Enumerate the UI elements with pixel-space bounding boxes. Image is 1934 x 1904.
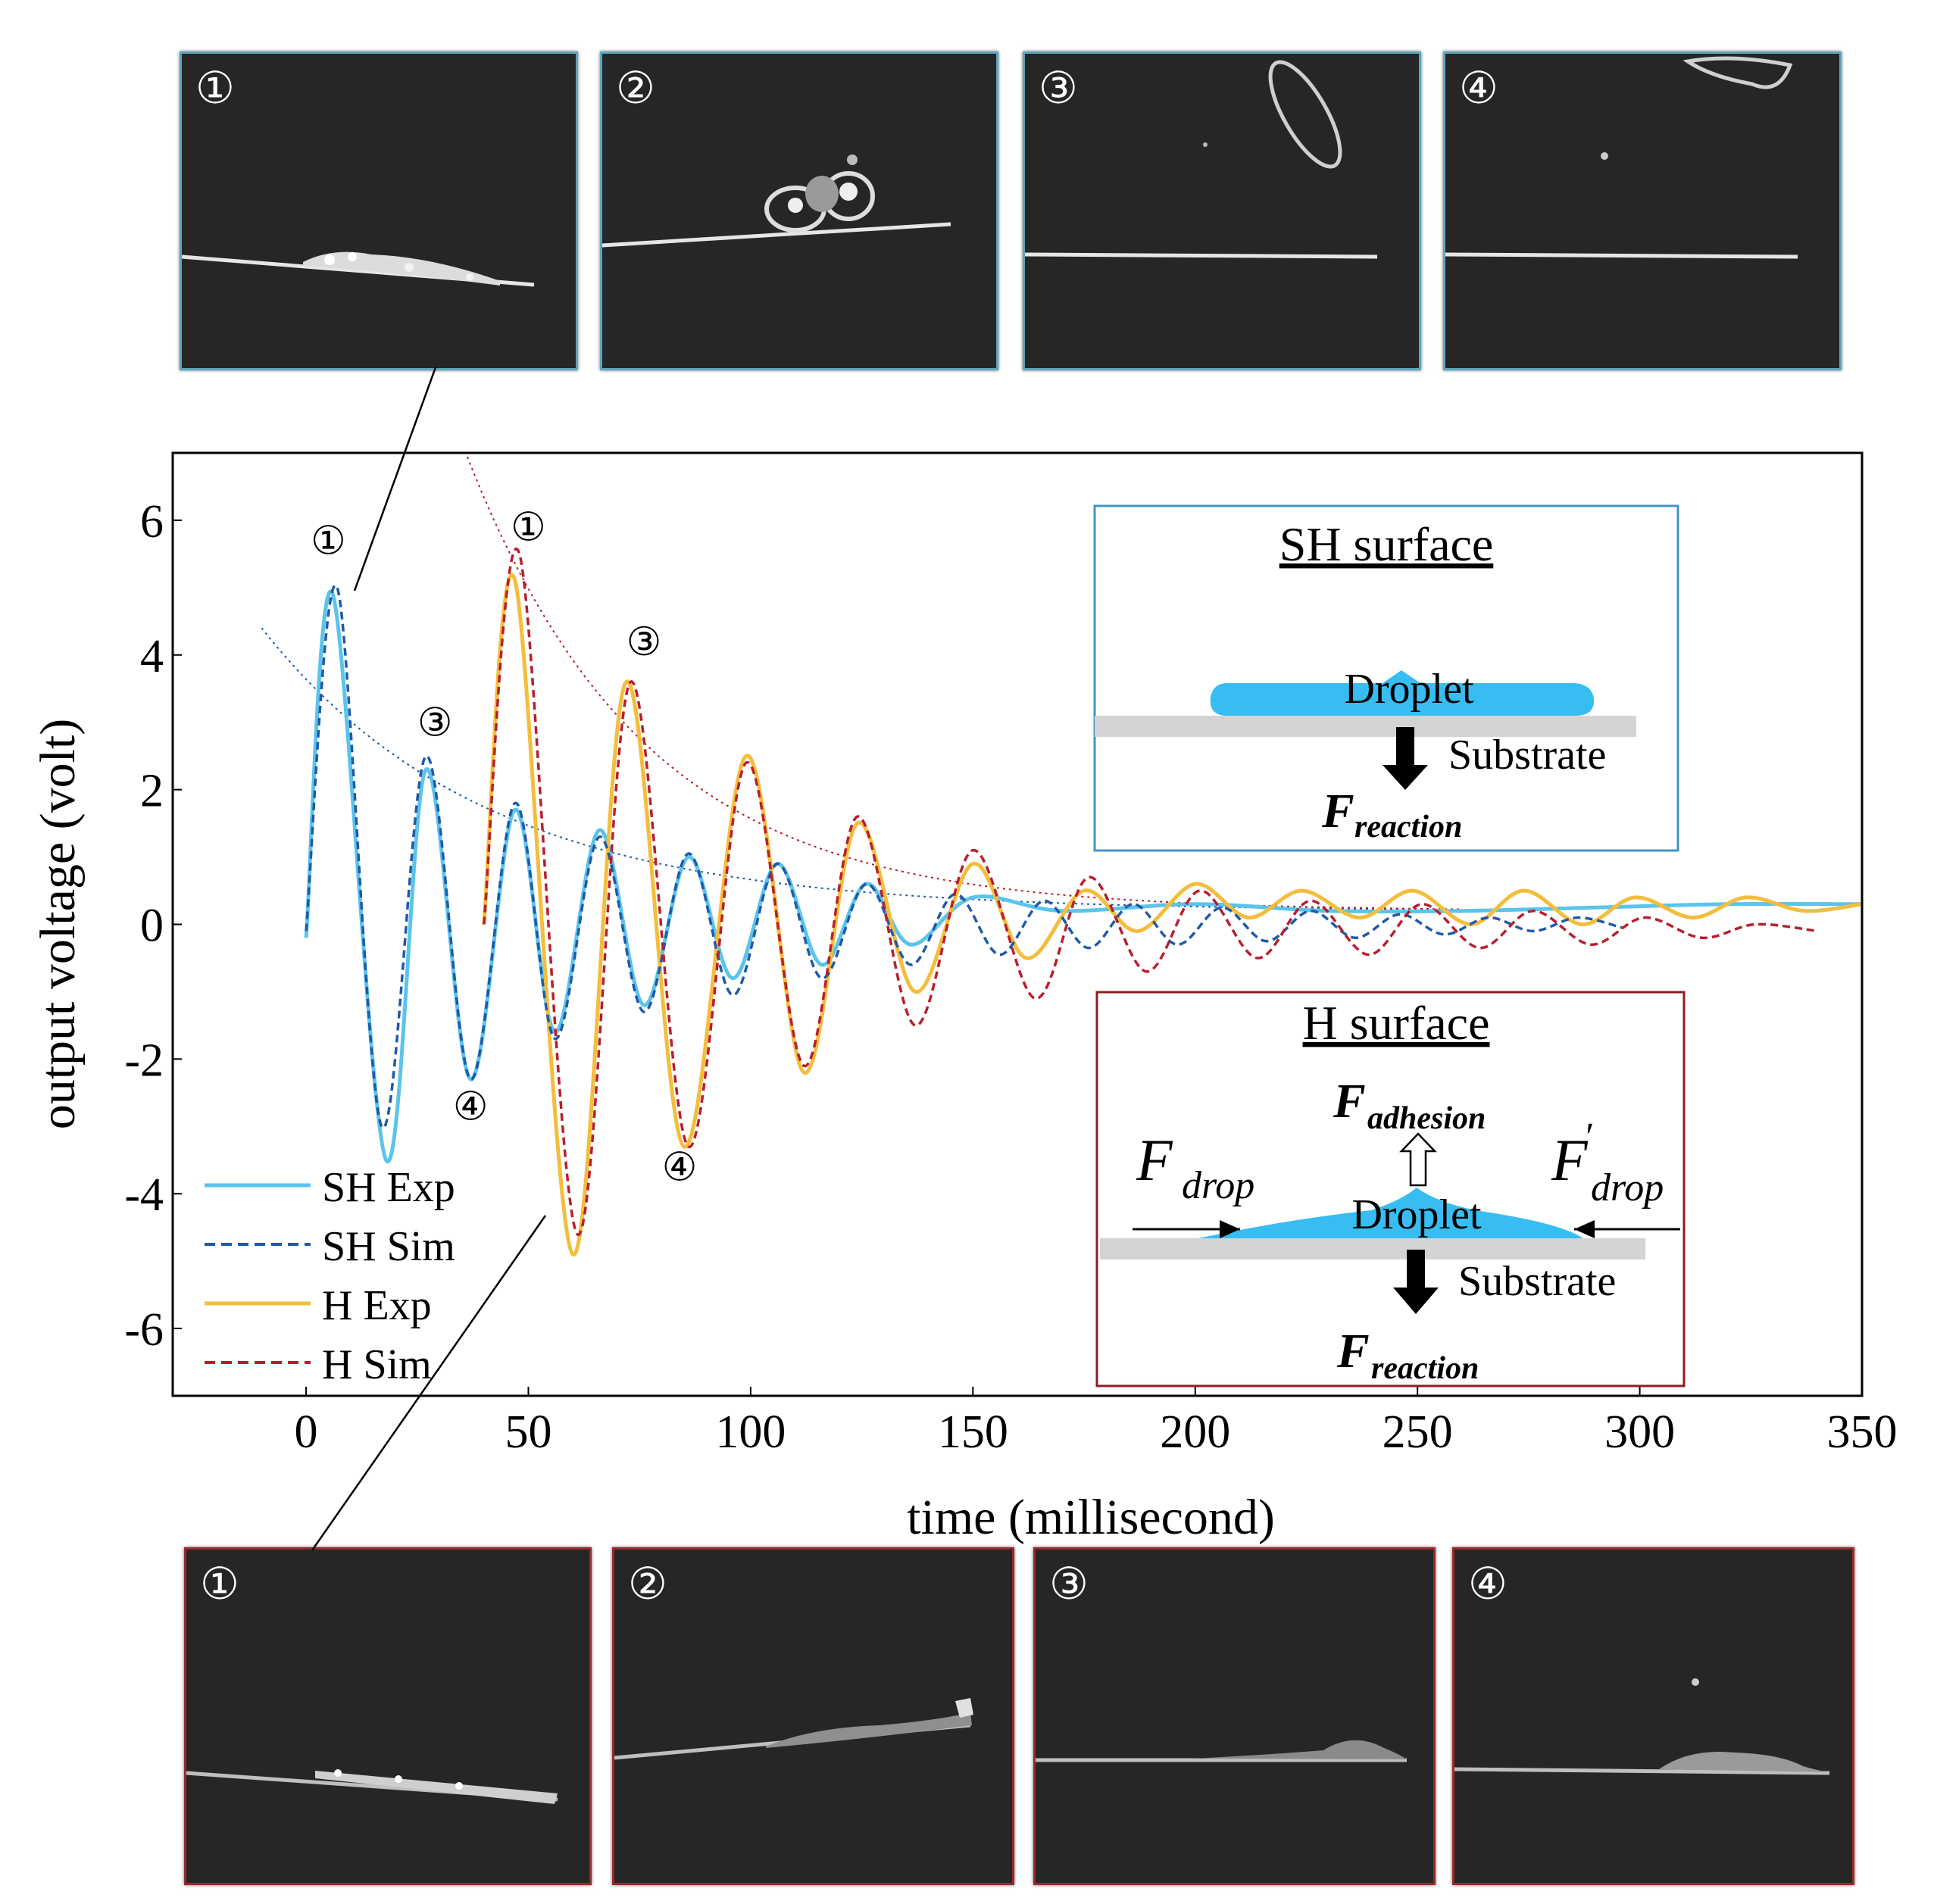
y-tick-label-0: 0 (140, 900, 164, 952)
x-tick-label-150: 150 (938, 1406, 1008, 1458)
sh-substrate-label: Substrate (1448, 732, 1606, 779)
y-tick-label--6: -6 (124, 1304, 164, 1356)
h-inset-title: H surface (1303, 996, 1490, 1050)
peak-annotation-0: ① (311, 518, 346, 563)
sh-frame-2: ② (600, 52, 998, 370)
h-frame-2-image (614, 1698, 973, 1760)
series-line-sh-sim (305, 584, 1623, 1129)
h-adhesion-subscript: adhesion (1367, 1101, 1486, 1136)
sh-reaction-arrow-icon (1383, 727, 1428, 790)
sh-frame-4-image (1445, 56, 1798, 259)
h-substrate-label: Substrate (1458, 1258, 1616, 1305)
y-tick-label--4: -4 (124, 1169, 164, 1221)
tick-layer: 0 50 100 150 200 250 300 350 6 4 2 0 -2 -4 -6 (124, 496, 1897, 1458)
h-drop-right-subscript: drop (1591, 1166, 1664, 1210)
h-drop-right-prime: ′ (1583, 1116, 1593, 1159)
sh-droplet-label: Droplet (1344, 666, 1474, 713)
h-frame-2: ② (612, 1547, 1014, 1885)
sh-frame-2-image (602, 155, 951, 248)
h-frame-4-label: ④ (1468, 1558, 1508, 1609)
h-frame-4: ④ (1452, 1547, 1854, 1885)
sh-surface-inset: SH surface Droplet Substrate F reaction (1093, 504, 1679, 852)
sh-frame-1-image (182, 251, 535, 287)
x-tick-label-100: 100 (715, 1406, 786, 1458)
h-frame-1-label: ① (200, 1558, 239, 1609)
peak-annotation-5: ④ (662, 1144, 698, 1190)
sh-droplet-shape (1210, 670, 1595, 716)
h-frame-3-image (1036, 1740, 1407, 1762)
legend: SH Exp SH Sim H Exp H Sim (205, 1164, 455, 1388)
y-tick-label-2: 2 (140, 766, 164, 817)
annotation-layer: ① ③ ④ ① ③ ④ (311, 505, 697, 1191)
envelope-layer (261, 453, 1462, 910)
legend-label-sh-sim: SH Sim (322, 1223, 455, 1270)
y-axis-label: output voltage (volt) (30, 719, 86, 1130)
h-drop-left-symbol: F (1136, 1127, 1173, 1193)
sh-force-subscript: reaction (1354, 810, 1462, 844)
sh-frame-4: ④ (1443, 52, 1842, 370)
connector-line-top (353, 367, 437, 591)
legend-label-sh-exp: SH Exp (322, 1164, 455, 1211)
sh-substrate (1095, 716, 1636, 737)
h-frame-4-image (1454, 1678, 1830, 1775)
sh-frame-1-label: ① (195, 62, 235, 114)
sh-frame-1: ① (180, 52, 578, 370)
peak-annotation-4: ③ (626, 620, 662, 665)
sh-frame-4-label: ④ (1459, 62, 1498, 114)
h-frame-3-label: ③ (1049, 1558, 1089, 1609)
h-droplet-shape (1198, 1188, 1583, 1238)
sh-frame-2-label: ② (616, 62, 655, 114)
h-drop-right-symbol: F (1551, 1127, 1589, 1193)
h-surface-inset: H surface F adhesion F drop F ′ drop Dro… (1095, 991, 1686, 1387)
h-reaction-arrow-icon (1393, 1250, 1439, 1314)
x-tick-label-350: 350 (1827, 1406, 1898, 1458)
y-tick-label-6: 6 (140, 496, 164, 548)
legend-label-h-exp: H Exp (322, 1282, 432, 1329)
peak-annotation-1: ③ (417, 701, 453, 746)
h-frame-1: ① (184, 1547, 592, 1885)
sh-frame-3-label: ③ (1039, 62, 1078, 114)
h-frame-3: ③ (1033, 1547, 1436, 1885)
envelope-1 (464, 453, 1462, 910)
h-droplet-label: Droplet (1351, 1191, 1482, 1238)
y-tick-label-4: 4 (140, 631, 164, 682)
x-tick-label-200: 200 (1160, 1406, 1230, 1458)
h-frame-1-image (186, 1769, 558, 1804)
h-drop-left-subscript: drop (1182, 1164, 1254, 1207)
h-reaction-subscript: reaction (1371, 1351, 1479, 1386)
h-frame-2-label: ② (628, 1558, 667, 1609)
sh-inset-title: SH surface (1279, 517, 1494, 571)
series-line-h-exp (482, 573, 1862, 1256)
h-adhesion-symbol: F (1333, 1074, 1366, 1128)
connector-line-bottom (311, 1215, 547, 1551)
series-layer (304, 548, 1862, 1256)
x-tick-label-50: 50 (505, 1406, 551, 1458)
sh-frame-3-image (1025, 60, 1378, 259)
peak-annotation-2: ④ (453, 1084, 489, 1129)
peak-annotation-3: ① (511, 505, 546, 551)
sh-force-symbol: F (1321, 784, 1354, 838)
h-adhesion-arrow-icon (1399, 1132, 1437, 1187)
x-tick-label-0: 0 (295, 1406, 318, 1458)
sh-frame-3: ③ (1023, 52, 1421, 370)
h-substrate (1100, 1238, 1645, 1259)
x-tick-label-250: 250 (1383, 1406, 1453, 1458)
x-tick-label-300: 300 (1604, 1406, 1675, 1458)
x-axis-label: time (millisecond) (907, 1490, 1275, 1545)
legend-label-h-sim: H Sim (322, 1341, 432, 1388)
sh-inset-frame (1093, 504, 1679, 852)
h-reaction-symbol: F (1336, 1324, 1370, 1378)
h-inset-frame (1095, 991, 1686, 1387)
y-tick-label--2: -2 (124, 1035, 164, 1086)
